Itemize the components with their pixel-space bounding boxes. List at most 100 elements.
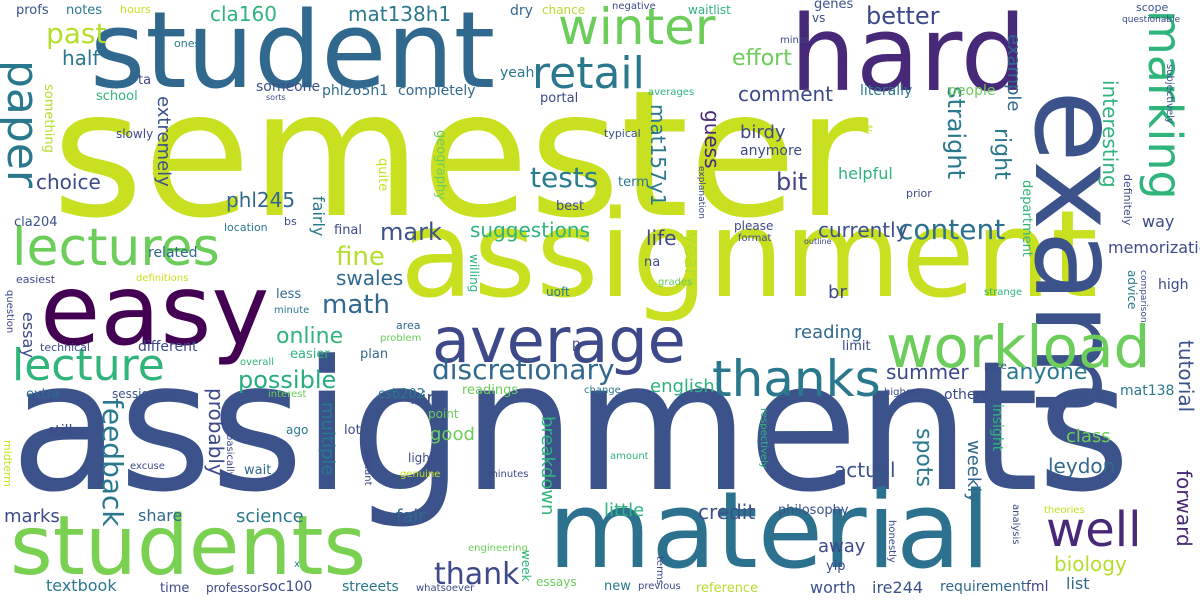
word-credit: credit — [698, 500, 756, 524]
word-portal: portal — [540, 91, 579, 106]
word-location: location — [224, 221, 268, 234]
word-retail: retail — [532, 48, 645, 99]
word-waitlist: waitlist — [688, 3, 731, 17]
word-life: life — [646, 226, 677, 250]
word-right: right — [989, 128, 1014, 180]
word-prior: prior — [906, 187, 932, 200]
word-tutorial: tutorial — [1174, 340, 1198, 413]
word-x: x — [294, 559, 300, 570]
word-discretionary: discretionary — [432, 353, 615, 386]
word-little: little — [604, 500, 645, 521]
word-questionable: questionable — [1122, 15, 1181, 25]
word-typical: typical — [604, 127, 641, 140]
word-good: good — [430, 424, 475, 445]
word-comparison: comparison — [1138, 270, 1148, 323]
word-notes: notes — [66, 3, 103, 18]
word-multiple: multiple — [317, 402, 338, 476]
word-assignments: assignments — [10, 323, 1131, 532]
word-breakdown: breakdown — [537, 416, 558, 516]
word-time: time — [160, 581, 190, 596]
word-new: new — [604, 579, 631, 594]
word-phl245: phl245 — [226, 188, 296, 212]
word-yip: yip — [826, 559, 846, 574]
word-memorization: memorization — [1108, 238, 1200, 257]
word-probably: probably — [204, 388, 228, 476]
word-better: better — [866, 2, 940, 30]
word-overall: overall — [240, 357, 274, 368]
word-textbook: textbook — [46, 576, 117, 595]
word-uoft: uoft — [546, 285, 570, 299]
word-ones: ones — [174, 37, 201, 50]
word-wait: wait — [244, 463, 272, 478]
word-streeets: streeets — [342, 579, 399, 595]
word-comment: comment — [738, 82, 834, 106]
word-blatant: blatant — [362, 450, 373, 486]
word-please: please — [734, 219, 774, 233]
word-english: english — [650, 376, 715, 397]
word-bit: bit — [776, 168, 808, 196]
word-feedback: feedback — [96, 398, 129, 527]
word-plan: plan — [360, 347, 389, 362]
word-ta: ta — [138, 73, 152, 88]
word-related: related — [148, 245, 198, 261]
word-pure: pure — [984, 361, 1007, 372]
word-school: school — [96, 89, 138, 104]
word-strange: strange — [984, 287, 1023, 298]
word-average: average — [432, 304, 686, 377]
word-mat138h1: mat138h1 — [348, 2, 452, 26]
word-case: case — [850, 123, 873, 134]
word-workload: workload — [886, 313, 1151, 381]
word-fml: fml — [1026, 579, 1049, 595]
word-highest: highest — [884, 387, 922, 398]
word-science: science — [236, 506, 304, 527]
word-engineering: engineering — [468, 543, 528, 554]
word-class: class — [1066, 426, 1111, 447]
word-philosophy: philosophy — [778, 503, 849, 518]
word-readings: readings — [462, 383, 519, 398]
word-basically: basically — [224, 434, 235, 478]
word-minutes: minutes — [488, 469, 529, 480]
word-final: final — [334, 223, 363, 238]
word-amount: amount — [610, 451, 649, 462]
word-suggestions: suggestions — [470, 218, 590, 242]
word-actual: actual — [834, 458, 896, 482]
word-cla160: cla160 — [210, 2, 277, 26]
word-midterm: midterm — [1, 440, 14, 487]
word-light: light — [408, 451, 435, 465]
word-past: past — [46, 17, 107, 50]
word-student: student — [90, 0, 496, 112]
word-cla204: cla204 — [14, 215, 58, 230]
word-fair: fair — [396, 506, 426, 527]
word-hours: hours — [120, 3, 151, 16]
word-summer: summer — [886, 360, 969, 384]
word-insight: insight — [989, 404, 1005, 452]
word-paper: paper — [0, 60, 48, 188]
word-students: students — [10, 499, 367, 594]
word-thanks: thanks — [712, 350, 881, 408]
word-definitions: definitions — [136, 273, 189, 284]
word-essay: essay — [19, 312, 38, 358]
word-theories: theories — [1044, 505, 1085, 516]
word-sessiondm: sessiondm — [112, 387, 176, 401]
word-anyone: anyone — [1006, 360, 1088, 385]
word-minor: minor — [780, 35, 810, 46]
word-genuine: genuine — [400, 469, 441, 480]
word-lecture: lecture — [12, 340, 165, 391]
word-change: change — [584, 385, 621, 396]
word-still: still — [48, 423, 73, 439]
word-marking: marking — [1138, 10, 1192, 200]
word-mat157y1: mat157y1 — [646, 104, 670, 207]
word-worth: worth — [810, 578, 856, 597]
word-something: something — [41, 84, 56, 153]
word-leydon: leydon — [1048, 454, 1116, 478]
word-interest: interest — [268, 389, 307, 400]
word-currently: currently — [818, 218, 908, 242]
word-birdy: birdy — [740, 122, 786, 143]
word-easier: easier — [290, 347, 330, 362]
word-negative: negative — [612, 1, 656, 12]
word-requirement: requirement — [940, 579, 1027, 595]
word-previous: previous — [638, 581, 681, 592]
word-problem: problem — [380, 333, 422, 344]
word-extremely: extremely — [153, 96, 174, 187]
